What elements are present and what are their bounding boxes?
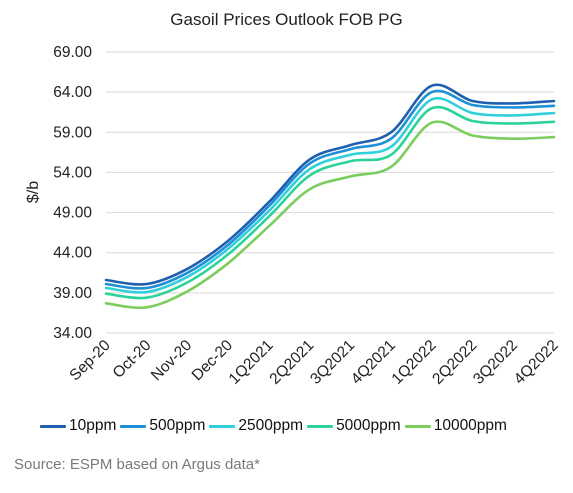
x-tick-label: 2Q2021 [266,337,317,388]
series-line-10ppm [104,83,556,286]
legend-item-2500ppm: 2500ppm [209,417,303,435]
chart-title: Gasoil Prices Outlook FOB PG [170,10,403,29]
legend-label: 500ppm [149,417,206,434]
legend-item-500ppm: 500ppm [120,417,205,435]
source-note: Source: ESPM based on Argus data* [14,456,260,473]
y-axis-ticks: 69.00 64.00 59.00 54.00 49.00 44.00 39.00 34.00 [53,44,92,342]
series-line-500ppm [104,89,556,290]
y-tick-label: 54.00 [53,164,92,181]
y-tick-label: 39.00 [53,285,92,302]
legend-label: 5000ppm [336,417,401,434]
x-tick-label: Sep-20 [66,337,114,385]
legend-item-10ppm: 10ppm [40,417,116,435]
y-tick-label: 69.00 [53,44,92,61]
x-tick-label: 4Q2022 [511,337,562,388]
series-lines [104,83,556,310]
y-tick-label: 49.00 [53,205,92,222]
x-tick-label: 3Q2021 [307,337,358,388]
series-line-5000ppm [104,105,556,300]
legend-label: 2500ppm [238,417,304,434]
legend-swatch [307,424,334,428]
y-tick-label: 44.00 [53,245,92,262]
y-tick-label: 34.00 [53,325,92,342]
series-line-10000ppm [104,120,556,310]
grid-lines [106,51,554,334]
x-tick-label: Oct-20 [110,337,155,382]
legend-label: 10000ppm [433,417,507,434]
legend-item-10000ppm: 10000ppm [404,417,507,435]
series-line-2500ppm [104,96,556,294]
x-tick-label: 1Q2022 [389,337,440,388]
x-tick-label: 4Q2021 [348,337,399,388]
legend-swatch [120,424,147,428]
x-tick-label: Nov-20 [148,337,196,385]
legend-swatch [209,424,236,428]
legend-swatch [404,424,431,428]
x-tick-label: 1Q2021 [226,337,277,388]
legend-swatch [40,424,66,428]
y-tick-label: 59.00 [53,124,92,141]
legend-item-5000ppm: 5000ppm [307,417,401,435]
x-axis-ticks: Sep-20Oct-20Nov-20Dec-201Q20212Q20213Q20… [66,337,561,388]
y-axis-label: $/b [25,181,42,203]
chart-legend: 10ppm 500ppm 2500ppm 5000ppm 10000ppm [40,417,511,435]
x-tick-label: 3Q2022 [470,337,521,388]
legend-label: 10ppm [69,417,117,434]
x-tick-label: 2Q2022 [429,337,480,388]
y-tick-label: 64.00 [53,84,92,101]
